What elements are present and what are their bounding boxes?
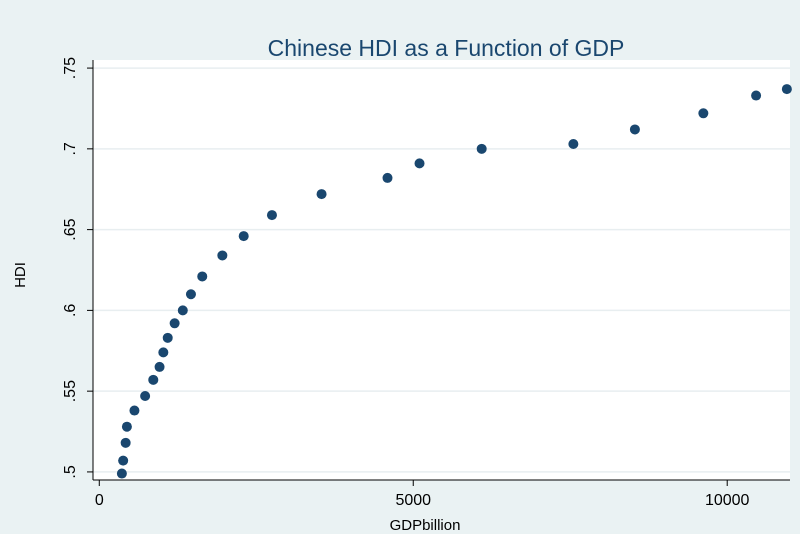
y-axis-ticks: .5 .55 .6 .65 .7 .75 [62,57,93,479]
data-point [629,124,640,135]
data-point [266,210,277,221]
data-point [154,361,165,372]
data-point [476,143,487,154]
data-point [177,305,188,316]
y-axis-label: HDI [12,262,29,288]
data-point [382,172,393,183]
data-point [414,158,425,169]
x-tick-label: 10000 [705,492,750,509]
data-point [148,374,159,385]
data-point [158,347,169,358]
data-point [185,289,196,300]
y-tick-label: .7 [62,142,79,155]
data-point [698,108,709,119]
y-tick-label: .65 [62,218,79,240]
y-tick-label: .6 [62,304,79,317]
x-tick-label: 0 [95,492,104,509]
plot-area [93,60,790,480]
data-point [169,318,180,329]
x-axis-label: GDPbillion [390,517,461,534]
data-point [129,405,140,416]
gridlines [93,67,790,473]
data-point [751,90,762,101]
data-points [116,84,792,479]
data-point [120,437,131,448]
data-point [116,468,127,479]
data-point [568,139,579,149]
x-axis-ticks: 0 5000 10000 [95,480,750,509]
data-point [162,332,173,343]
data-point [118,455,129,466]
data-point [140,391,151,401]
data-point [781,84,792,95]
y-tick-label: .5 [62,465,79,478]
data-point [197,271,208,282]
data-point [217,250,228,261]
chart-title: Chinese HDI as a Function of GDP [268,35,625,61]
data-point [121,421,132,432]
data-point [316,189,327,200]
data-point [238,231,249,242]
x-tick-label: 5000 [395,492,431,509]
y-tick-label: .75 [62,57,79,79]
y-tick-label: .55 [62,380,79,402]
